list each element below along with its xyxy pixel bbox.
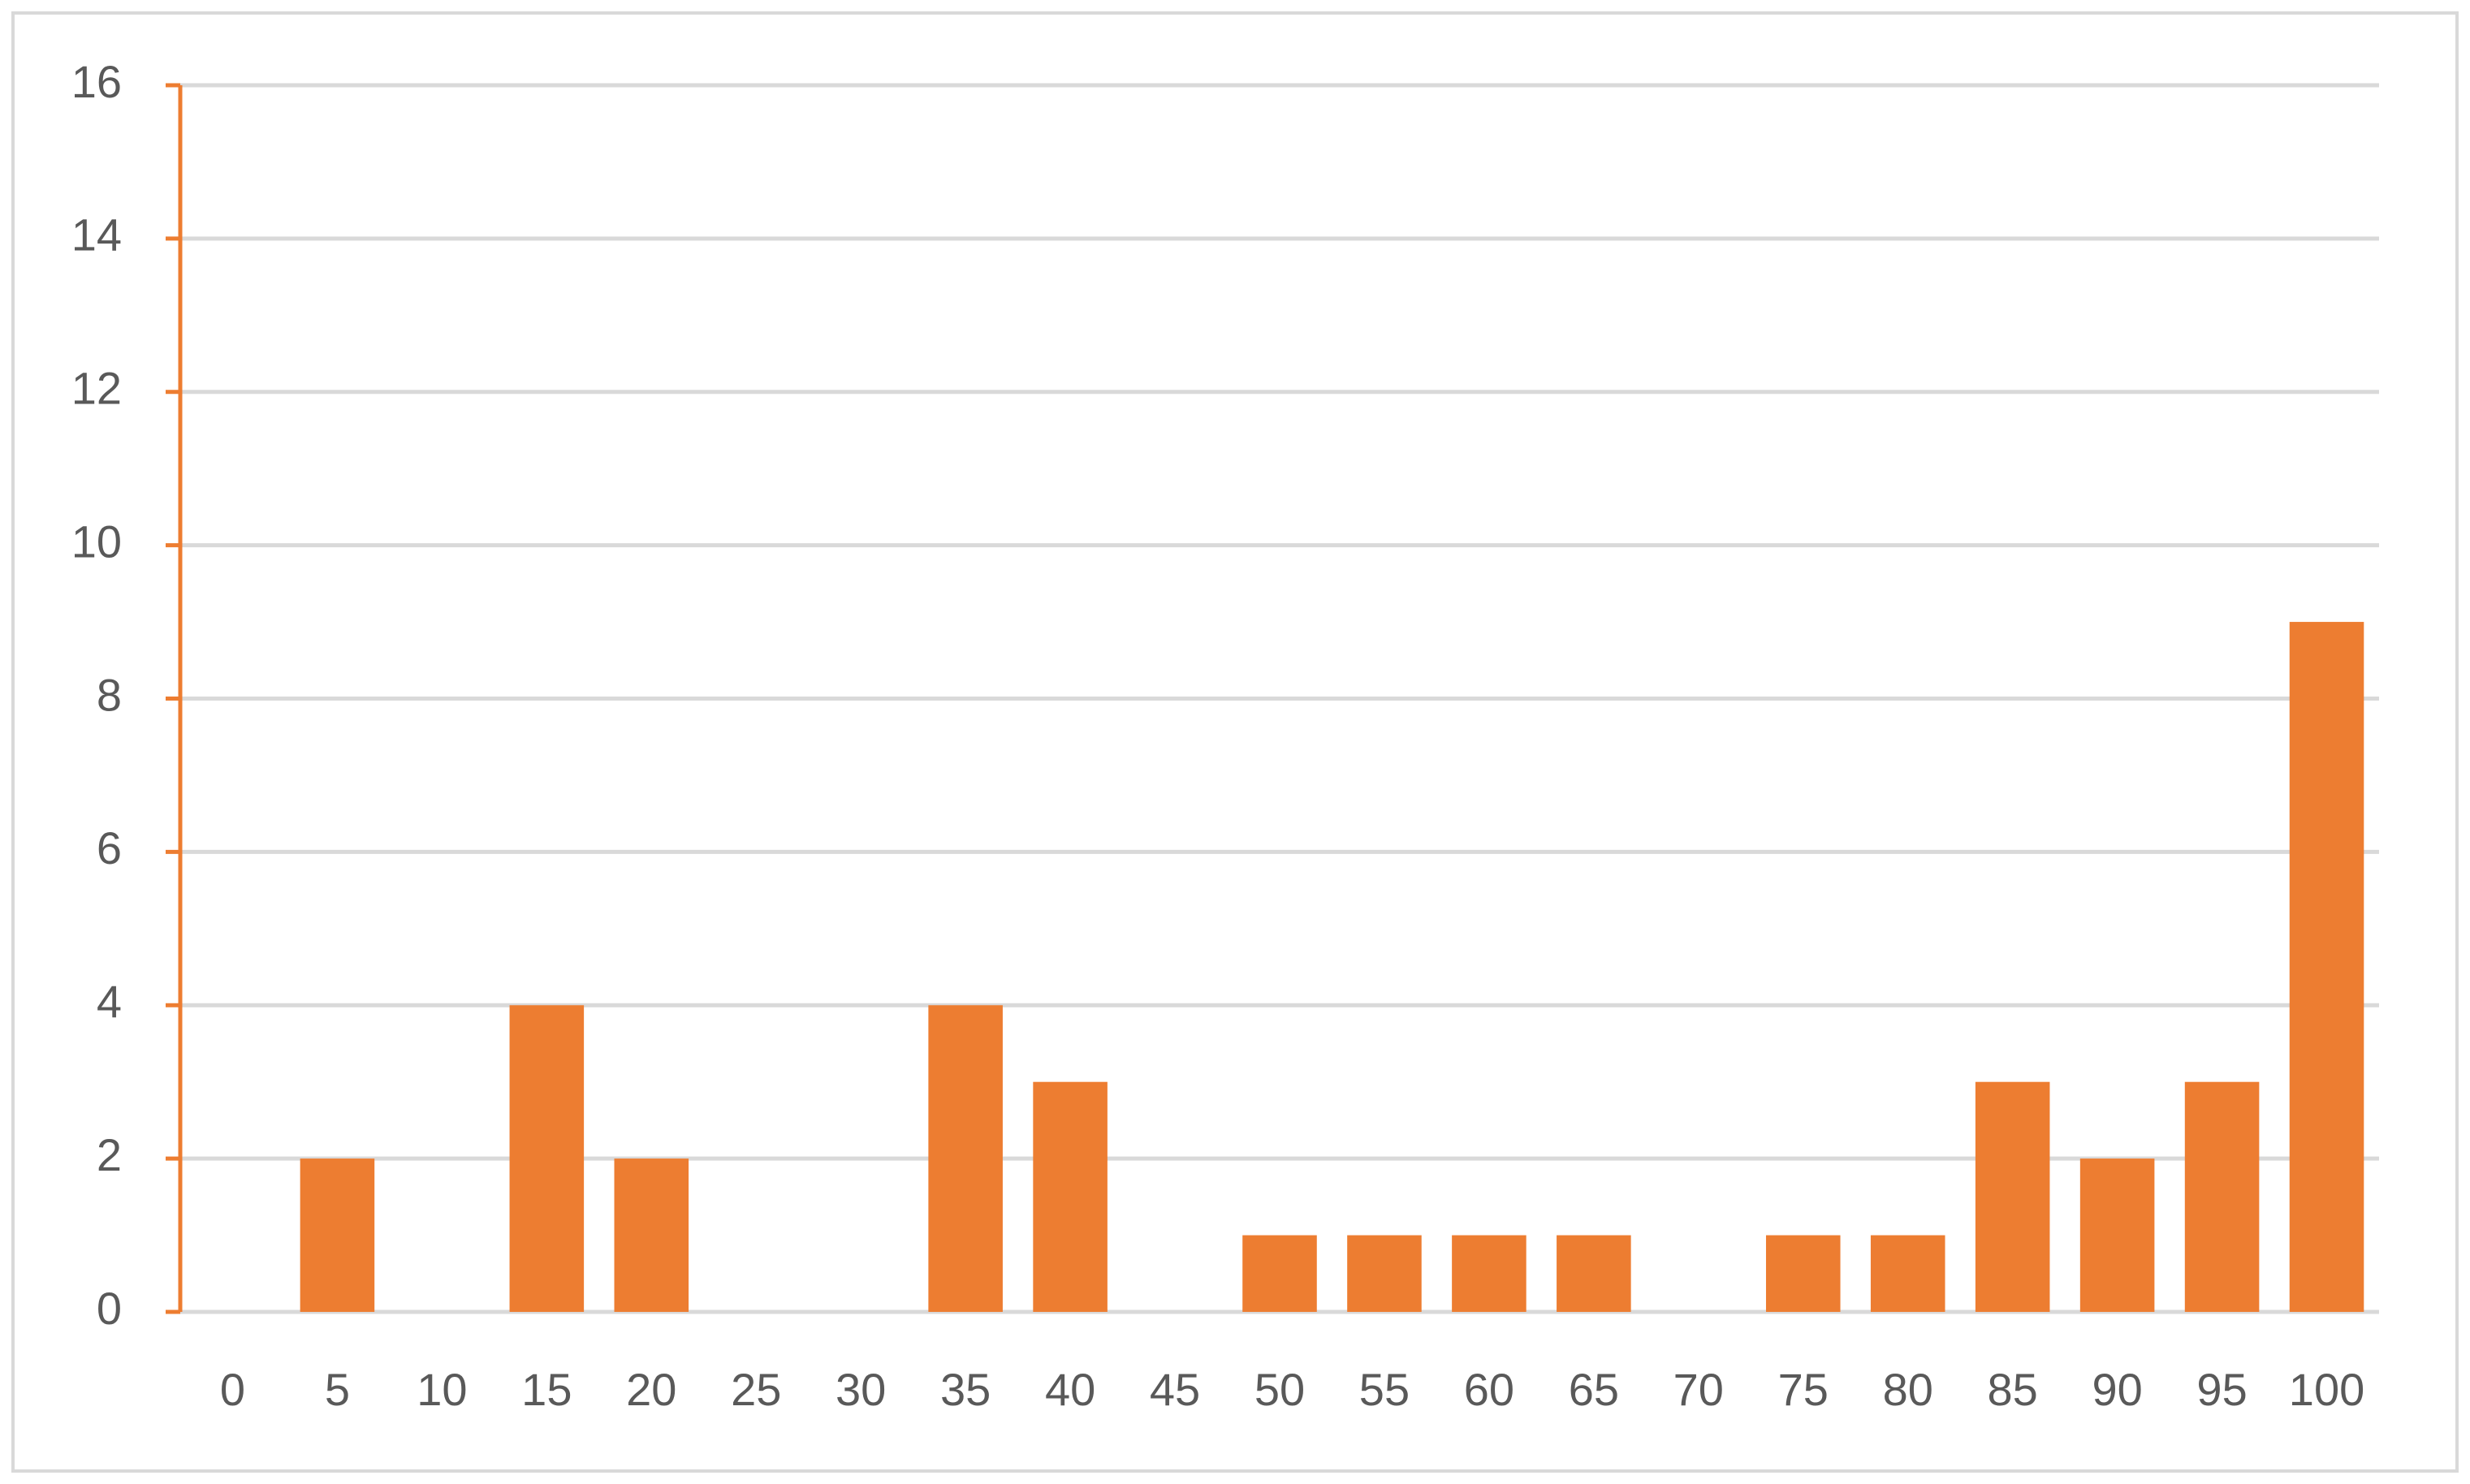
bar — [1033, 1081, 1108, 1312]
bar — [1975, 1081, 2050, 1312]
x-tick-label: 70 — [1673, 1364, 1724, 1415]
bar — [1765, 1235, 1841, 1312]
x-tick-label: 75 — [1778, 1364, 1829, 1415]
x-tick-label: 15 — [521, 1364, 572, 1415]
x-tick-label: 50 — [1254, 1364, 1305, 1415]
x-tick-label: 0 — [220, 1364, 245, 1415]
y-tick-label: 14 — [71, 209, 122, 261]
x-tick-label: 85 — [1988, 1364, 2038, 1415]
x-tick-label: 35 — [940, 1364, 991, 1415]
x-tick-label: 45 — [1150, 1364, 1200, 1415]
x-tick-label: 80 — [1883, 1364, 1933, 1415]
bar — [1870, 1235, 1945, 1312]
y-tick-label: 4 — [97, 976, 122, 1027]
y-tick-label: 8 — [97, 669, 122, 720]
x-tick-label: 10 — [417, 1364, 467, 1415]
y-tick-label: 10 — [71, 516, 122, 567]
y-tick-label: 0 — [97, 1283, 122, 1334]
bar — [1452, 1235, 1526, 1312]
bar — [928, 1005, 1003, 1312]
bar — [1347, 1235, 1422, 1312]
y-tick-label: 16 — [71, 56, 122, 107]
x-tick-label: 90 — [2092, 1364, 2142, 1415]
bar — [2079, 1158, 2155, 1312]
y-tick-label: 2 — [97, 1129, 122, 1180]
x-tick-label: 100 — [2289, 1364, 2364, 1415]
x-tick-label: 60 — [1464, 1364, 1514, 1415]
bar — [1242, 1235, 1317, 1312]
x-tick-label: 65 — [1569, 1364, 1619, 1415]
x-tick-label: 30 — [836, 1364, 886, 1415]
x-tick-label: 20 — [626, 1364, 676, 1415]
bar — [300, 1158, 375, 1312]
bar — [2289, 622, 2364, 1312]
y-tick-label: 12 — [71, 363, 122, 414]
x-tick-label: 55 — [1359, 1364, 1410, 1415]
bar — [509, 1005, 585, 1312]
x-tick-label: 40 — [1045, 1364, 1095, 1415]
bar — [2184, 1081, 2260, 1312]
x-tick-label: 5 — [325, 1364, 350, 1415]
y-tick-label: 6 — [97, 822, 122, 874]
x-tick-label: 25 — [731, 1364, 781, 1415]
x-tick-label: 95 — [2196, 1364, 2247, 1415]
bar — [1557, 1235, 1631, 1312]
bar — [614, 1158, 689, 1312]
